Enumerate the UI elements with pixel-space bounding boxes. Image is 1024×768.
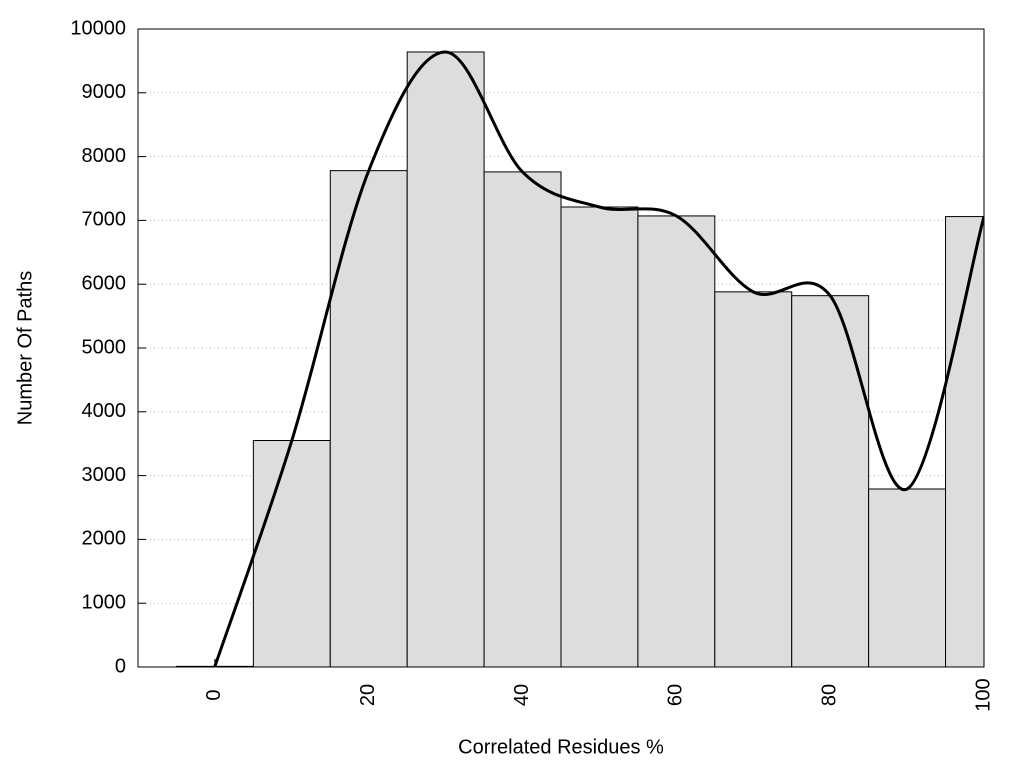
y-tick-label: 4000 xyxy=(82,400,127,422)
x-tick-label: 40 xyxy=(511,684,533,706)
y-tick-label: 9000 xyxy=(82,81,127,103)
y-tick-label: 3000 xyxy=(82,464,127,486)
y-axis-title: Number Of Paths xyxy=(14,271,36,426)
x-tick-label: 100 xyxy=(972,678,994,711)
bar xyxy=(637,215,716,667)
y-tick-label: 6000 xyxy=(82,272,127,294)
bar xyxy=(252,440,331,667)
x-tick-label: 0 xyxy=(203,689,225,700)
x-tick-label: 60 xyxy=(665,684,687,706)
x-tick-label: 80 xyxy=(818,684,840,706)
bar xyxy=(329,170,408,667)
bar xyxy=(560,206,639,667)
y-tick-label: 8000 xyxy=(82,145,127,167)
bar xyxy=(406,51,485,667)
y-tick-label: 10000 xyxy=(70,17,126,39)
x-tick-label: 20 xyxy=(357,684,379,706)
bar xyxy=(714,291,793,667)
y-tick-label: 7000 xyxy=(82,209,127,231)
y-tick-label: 5000 xyxy=(82,336,127,358)
plot-frame xyxy=(137,28,985,668)
x-axis-title: Correlated Residues % xyxy=(458,736,664,758)
smooth-curve xyxy=(213,50,984,667)
bar xyxy=(483,171,562,667)
bar xyxy=(945,216,984,667)
plot-area xyxy=(175,50,984,667)
y-tick-label: 1000 xyxy=(82,591,127,613)
bar xyxy=(868,488,947,667)
y-tick-label: 0 xyxy=(115,655,126,677)
bar xyxy=(791,295,870,667)
y-tick-label: 2000 xyxy=(82,528,127,550)
